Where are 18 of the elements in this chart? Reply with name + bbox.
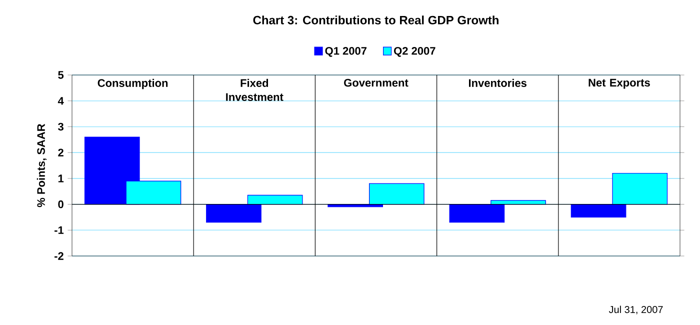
y-axis-title: % Points, SAAR xyxy=(36,124,47,208)
y-tick-label: 1 xyxy=(58,174,64,182)
y-tick-label: 0 xyxy=(58,200,64,208)
legend-label: Q1 2007 xyxy=(325,47,367,57)
x-tick-label: Government xyxy=(344,78,408,87)
y-tick-label: -1 xyxy=(54,226,64,234)
x-tick-label: Inventories xyxy=(469,78,526,87)
x-tick-label: Net Exports xyxy=(588,78,650,89)
y-tick-label: 2 xyxy=(58,148,64,156)
chart-title: Chart 3: Contributions to Real GDP Growth xyxy=(253,16,498,24)
y-tick-label: 3 xyxy=(58,122,64,131)
legend-label: Q2 2007 xyxy=(394,47,436,57)
y-tick-label: 5 xyxy=(58,71,64,79)
text: Jul 31, 2007 xyxy=(608,306,663,314)
y-tick-label: -2 xyxy=(54,252,64,260)
x-tick-label: Fixed Investment xyxy=(226,78,284,101)
x-tick-label: Consumption xyxy=(98,78,168,90)
y-tick-label: 4 xyxy=(58,97,64,105)
